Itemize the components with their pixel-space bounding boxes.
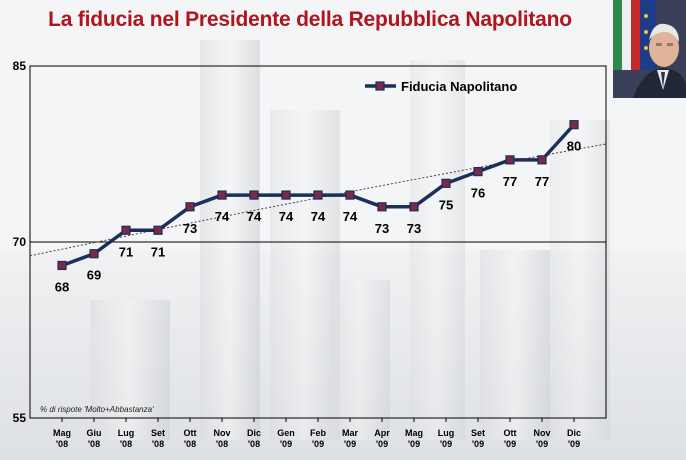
x-tick-label: Lug '09 xyxy=(438,428,455,449)
x-tick-label: Ott '08 xyxy=(184,428,197,449)
x-tick-label: Mag '08 xyxy=(53,428,71,449)
data-label: 76 xyxy=(471,186,485,201)
data-label: 73 xyxy=(407,221,421,236)
data-label: 71 xyxy=(151,244,165,259)
president-portrait xyxy=(613,0,686,98)
data-label: 71 xyxy=(119,244,133,259)
x-tick-label: Apr '09 xyxy=(374,428,390,449)
x-tick-label: Dic '09 xyxy=(567,428,581,449)
data-point xyxy=(89,249,99,259)
data-point xyxy=(121,225,131,235)
x-tick-label: Mag '09 xyxy=(405,428,423,449)
x-tick-label: Mar '09 xyxy=(342,428,359,449)
data-point xyxy=(345,190,355,200)
x-tick-label: Gen '09 xyxy=(277,428,295,449)
data-point xyxy=(505,155,515,165)
y-tick-label: 55 xyxy=(13,411,27,425)
legend-entry: Fiducia Napolitano xyxy=(401,79,517,94)
data-label: 74 xyxy=(215,209,230,224)
legend-marker-swatch xyxy=(375,81,385,91)
x-tick-label: Lug '08 xyxy=(118,428,135,449)
data-label: 73 xyxy=(375,221,389,236)
data-point xyxy=(281,190,291,200)
data-label: 74 xyxy=(279,209,294,224)
data-point xyxy=(57,260,67,271)
data-point xyxy=(377,202,387,212)
data-point xyxy=(569,120,579,130)
data-label: 74 xyxy=(247,209,262,224)
x-tick-label: Ott '09 xyxy=(504,428,517,449)
data-label: 77 xyxy=(503,174,517,189)
x-tick-label: Set '08 xyxy=(151,428,165,449)
data-label: 73 xyxy=(183,221,197,236)
data-label: 74 xyxy=(343,209,358,224)
data-point xyxy=(537,155,547,165)
data-label: 75 xyxy=(439,197,453,212)
x-tick-label: Dic '08 xyxy=(247,428,261,449)
footnote: % di rispote 'Molto+Abbastanza' xyxy=(40,405,154,414)
x-tick-label: Nov '09 xyxy=(533,428,550,449)
data-label: 77 xyxy=(535,174,549,189)
y-tick-label: 85 xyxy=(13,59,27,73)
data-point xyxy=(249,190,259,200)
x-tick-label: Set '09 xyxy=(471,428,485,449)
data-point xyxy=(185,202,195,212)
data-point xyxy=(473,167,483,177)
x-tick-label: Giu '08 xyxy=(87,428,102,449)
data-label: 80 xyxy=(567,139,581,154)
data-label: 69 xyxy=(87,268,101,283)
y-tick-label: 70 xyxy=(13,235,27,249)
data-point xyxy=(441,178,451,188)
data-label: 74 xyxy=(311,209,326,224)
data-point xyxy=(313,190,323,200)
data-point xyxy=(217,190,227,200)
x-tick-label: Nov '08 xyxy=(213,428,230,449)
chart-title: La fiducia nel Presidente della Repubbli… xyxy=(48,8,572,31)
data-point xyxy=(409,202,419,212)
x-tick-label: Feb '09 xyxy=(310,428,327,449)
data-point xyxy=(153,225,163,235)
data-label: 68 xyxy=(55,279,69,294)
